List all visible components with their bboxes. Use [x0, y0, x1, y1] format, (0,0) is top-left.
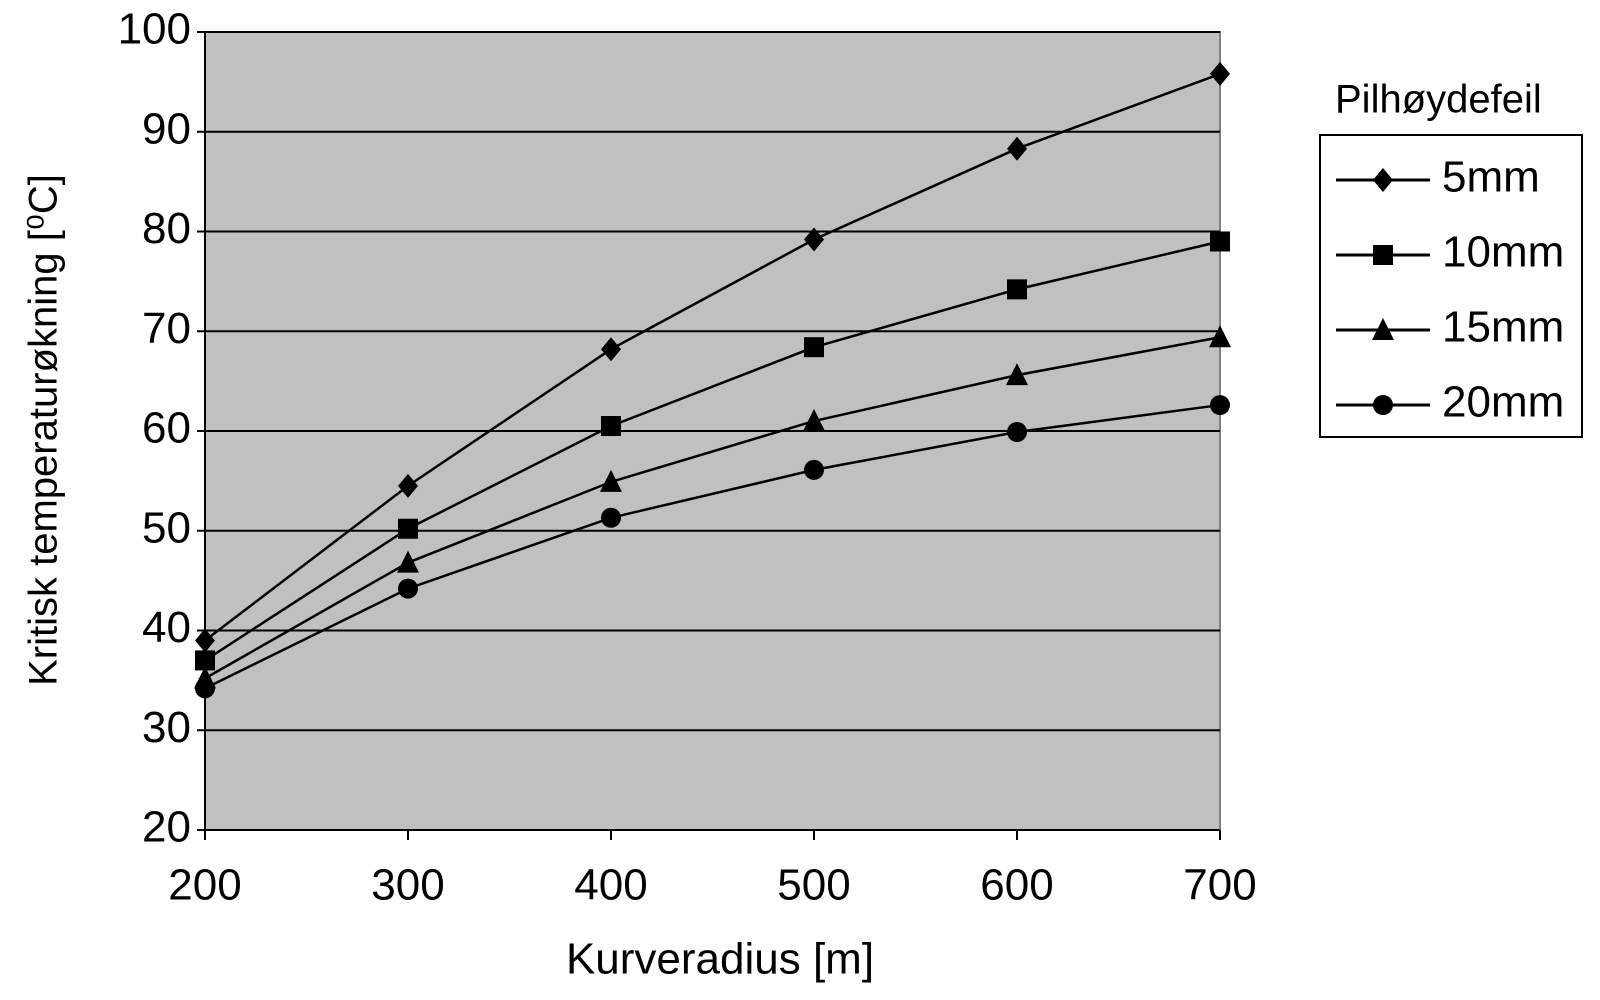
legend-label: 5mm: [1442, 153, 1540, 202]
marker: [1373, 395, 1393, 415]
marker: [398, 578, 418, 599]
y-tick-label: 70: [142, 304, 191, 353]
marker: [1373, 168, 1393, 192]
legend-box: [1319, 134, 1583, 438]
marker: [398, 518, 418, 539]
marker: [804, 459, 824, 480]
marker: [803, 409, 825, 432]
marker: [601, 337, 621, 362]
legend-label: 15mm: [1442, 303, 1564, 352]
marker: [804, 227, 824, 252]
marker: [397, 550, 419, 573]
series-line: [204, 240, 1221, 662]
marker: [398, 473, 418, 498]
marker: [1210, 61, 1230, 86]
y-tick-label: 50: [142, 503, 191, 552]
x-tick-label: 700: [1183, 861, 1256, 910]
y-axis-label: Kritisk temperaturøkning [⁰C]: [22, 174, 66, 686]
legend-label: 20mm: [1442, 378, 1564, 427]
series-line: [204, 336, 1221, 680]
x-axis-label: Kurveradius [m]: [566, 935, 874, 984]
marker: [1210, 395, 1230, 416]
marker: [1007, 421, 1027, 442]
x-tick-label: 400: [574, 861, 647, 910]
y-tick-label: 80: [142, 204, 191, 253]
y-tick-label: 20: [142, 803, 191, 852]
marker: [1007, 279, 1027, 300]
legend-label: 10mm: [1442, 228, 1564, 277]
y-tick-label: 30: [142, 703, 191, 752]
x-tick-label: 600: [980, 861, 1053, 910]
marker: [1372, 318, 1394, 340]
y-tick-label: 100: [118, 5, 191, 54]
marker: [1210, 231, 1230, 252]
marker: [1373, 245, 1393, 265]
marker: [600, 469, 622, 492]
series-line: [204, 403, 1221, 690]
series-line: [204, 72, 1221, 642]
marker: [195, 628, 215, 653]
marker: [804, 337, 824, 358]
legend-title: Pilhøydefeil: [1335, 78, 1542, 122]
x-tick-label: 500: [777, 861, 850, 910]
y-tick-label: 90: [142, 104, 191, 153]
marker: [1007, 136, 1027, 161]
y-tick-label: 60: [142, 404, 191, 453]
marker: [601, 416, 621, 437]
marker: [1006, 363, 1028, 386]
marker: [1209, 325, 1231, 348]
x-tick-label: 200: [168, 861, 241, 910]
marker: [601, 507, 621, 528]
y-tick-label: 40: [142, 603, 191, 652]
x-tick-label: 300: [371, 861, 444, 910]
marker: [195, 650, 215, 671]
marker: [195, 678, 215, 699]
